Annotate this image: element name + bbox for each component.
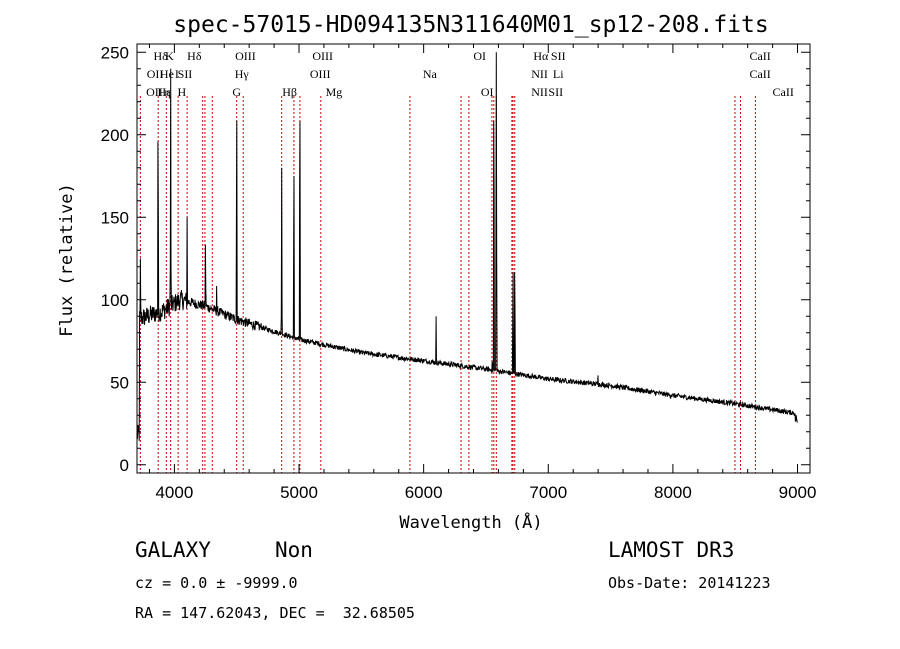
line-label: CaII [773,85,794,99]
x-axis: 4000 5000 6000 7000 8000 9000 [148,44,817,502]
line-label: OI [481,85,494,99]
redshift: cz = 0.0 ± -9999.0 [135,574,298,592]
x-tick-label: 5000 [280,483,318,502]
line-label: Hδ [154,49,169,63]
line-label: OIII [235,49,256,63]
line-label: NII [531,67,548,81]
coordinates: RA = 147.62043, DEC = 32.68505 [135,604,415,622]
x-tick-label: 6000 [405,483,443,502]
line-label: OII [147,67,164,81]
line-label: Mg [326,85,343,99]
line-label: SII [551,49,566,63]
line-label: SII [548,85,563,99]
line-label: Hγ [235,67,250,81]
line-label: OI [473,49,486,63]
line-label: NII [531,85,548,99]
line-label: Hε [158,85,172,99]
line-label: H [178,85,187,99]
reference-lines [139,96,756,473]
y-tick-label: 250 [101,43,129,62]
x-tick-label: 8000 [654,483,692,502]
x-axis-label: Wavelength (Å) [399,511,542,533]
line-label: Na [423,67,438,81]
y-tick-label: 50 [110,373,129,392]
line-label: K [165,49,174,63]
line-label: Hβ [282,85,297,99]
x-tick-label: 9000 [779,483,817,502]
line-label: G [232,85,241,99]
survey-name: LAMOST DR3 [608,538,735,562]
line-label: I [175,67,179,81]
x-tick-label: 7000 [529,483,567,502]
y-axis: 0 50 100 150 200 250 [101,43,810,475]
spectrum-line [136,52,798,441]
line-label: OIII [310,67,331,81]
line-label: OII [146,85,163,99]
line-label: He [160,67,174,81]
object-subclass: Non [275,538,313,562]
y-tick-label: 0 [120,456,129,475]
line-label: CaII [749,67,770,81]
line-label: CaII [749,49,770,63]
x-tick-label: 4000 [155,483,193,502]
y-tick-label: 100 [101,291,129,310]
y-tick-label: 150 [101,208,129,227]
line-label: Hα [533,49,549,63]
line-label: Li [553,67,564,81]
observation-date: Obs-Date: 20141223 [608,574,771,592]
line-label: Hδ [187,49,202,63]
chart-title: spec-57015-HD094135N311640M01_sp12-208.f… [173,12,768,38]
object-type: GALAXY [135,538,211,562]
line-label: η [164,85,170,99]
plot-frame [136,43,811,474]
y-tick-label: 200 [101,126,129,145]
y-axis-label: Flux (relative) [57,183,77,337]
line-label: OIII [312,49,333,63]
line-label: SII [178,67,193,81]
